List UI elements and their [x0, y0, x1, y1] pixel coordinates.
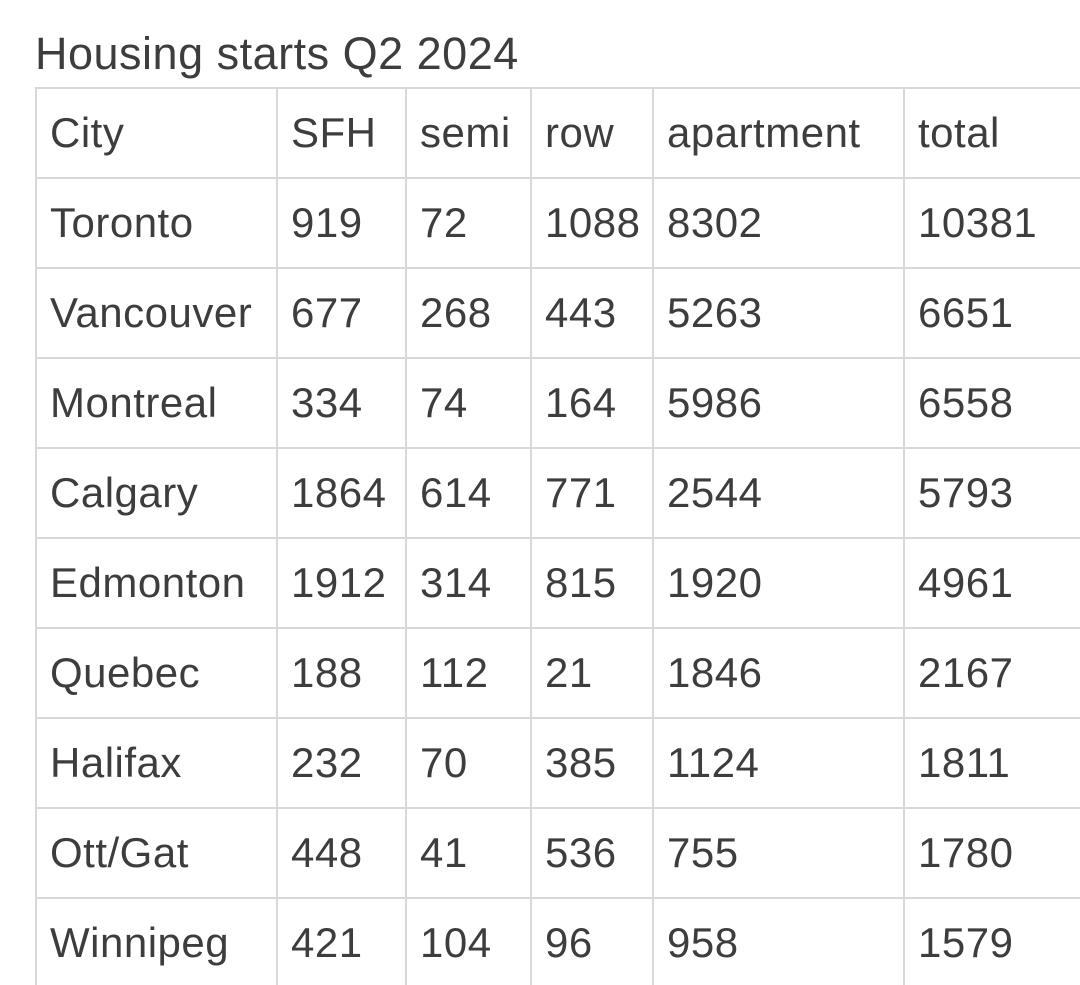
value-cell: 112	[405, 626, 532, 719]
city-cell: Quebec	[35, 626, 278, 719]
city-cell: Winnipeg	[35, 896, 278, 985]
value-cell: 6558	[903, 356, 1080, 449]
column-header-total: total	[903, 86, 1080, 179]
value-cell: 2167	[903, 626, 1080, 719]
value-cell: 21	[530, 626, 654, 719]
value-cell: 614	[405, 446, 532, 539]
column-header-row: row	[530, 86, 654, 179]
column-header-city: City	[35, 86, 278, 179]
value-cell: 96	[530, 896, 654, 985]
city-cell: Edmonton	[35, 536, 278, 629]
value-cell: 1780	[903, 806, 1080, 899]
value-cell: 188	[276, 626, 407, 719]
value-cell: 771	[530, 446, 654, 539]
value-cell: 2544	[652, 446, 905, 539]
value-cell: 815	[530, 536, 654, 629]
table-row: Edmonton 1912 314 815 1920 4961	[35, 536, 1080, 629]
page-title: Housing starts Q2 2024	[35, 28, 519, 79]
value-cell: 1811	[903, 716, 1080, 809]
value-cell: 1864	[276, 446, 407, 539]
table-row: Winnipeg 421 104 96 958 1579	[35, 896, 1080, 985]
value-cell: 5263	[652, 266, 905, 359]
table-row: Calgary 1864 614 771 2544 5793	[35, 446, 1080, 539]
value-cell: 314	[405, 536, 532, 629]
value-cell: 755	[652, 806, 905, 899]
value-cell: 536	[530, 806, 654, 899]
header-row: City SFH semi row apartment total	[35, 86, 1080, 179]
value-cell: 5986	[652, 356, 905, 449]
value-cell: 1912	[276, 536, 407, 629]
value-cell: 1920	[652, 536, 905, 629]
value-cell: 443	[530, 266, 654, 359]
city-cell: Toronto	[35, 176, 278, 269]
value-cell: 677	[276, 266, 407, 359]
column-header-apartment: apartment	[652, 86, 905, 179]
value-cell: 41	[405, 806, 532, 899]
column-header-sfh: SFH	[276, 86, 407, 179]
city-cell: Montreal	[35, 356, 278, 449]
table-row: Halifax 232 70 385 1124 1811	[35, 716, 1080, 809]
table-row: Toronto 919 72 1088 8302 10381	[35, 176, 1080, 269]
value-cell: 448	[276, 806, 407, 899]
value-cell: 1088	[530, 176, 654, 269]
housing-starts-table: City SFH semi row apartment total Toronto 919 7…	[35, 86, 1080, 985]
table-row: Vancouver 677 268 443 5263 6651	[35, 266, 1080, 359]
value-cell: 385	[530, 716, 654, 809]
city-cell: Ott/Gat	[35, 806, 278, 899]
table-row: Quebec 188 112 21 1846 2167	[35, 626, 1080, 719]
value-cell: 74	[405, 356, 532, 449]
value-cell: 72	[405, 176, 532, 269]
table-row: Ott/Gat 448 41 536 755 1780	[35, 806, 1080, 899]
city-cell: Vancouver	[35, 266, 278, 359]
value-cell: 1124	[652, 716, 905, 809]
city-cell: Calgary	[35, 446, 278, 539]
value-cell: 104	[405, 896, 532, 985]
table-row: Montreal 334 74 164 5986 6558	[35, 356, 1080, 449]
value-cell: 5793	[903, 446, 1080, 539]
value-cell: 70	[405, 716, 532, 809]
value-cell: 232	[276, 716, 407, 809]
value-cell: 4961	[903, 536, 1080, 629]
column-header-semi: semi	[405, 86, 532, 179]
value-cell: 919	[276, 176, 407, 269]
value-cell: 421	[276, 896, 407, 985]
value-cell: 1579	[903, 896, 1080, 985]
value-cell: 268	[405, 266, 532, 359]
value-cell: 10381	[903, 176, 1080, 269]
city-cell: Halifax	[35, 716, 278, 809]
value-cell: 164	[530, 356, 654, 449]
value-cell: 1846	[652, 626, 905, 719]
value-cell: 958	[652, 896, 905, 985]
value-cell: 8302	[652, 176, 905, 269]
value-cell: 6651	[903, 266, 1080, 359]
value-cell: 334	[276, 356, 407, 449]
